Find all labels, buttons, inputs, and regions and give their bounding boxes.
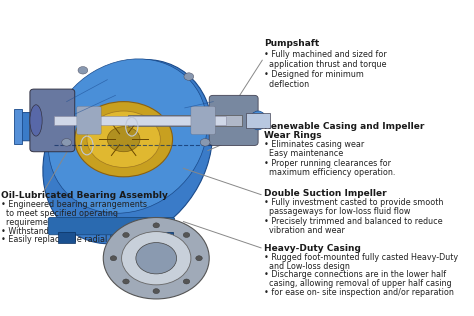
Circle shape: [75, 102, 173, 177]
Text: • Withstands the total hydraulic thrust: • Withstands the total hydraulic thrust: [1, 227, 156, 236]
Text: to meet specified operating: to meet specified operating: [1, 209, 118, 218]
Text: • Rugged foot-mounted fully casted Heavy-Duty: • Rugged foot-mounted fully casted Heavy…: [264, 253, 458, 262]
Text: • Designed for minimum: • Designed for minimum: [264, 70, 364, 79]
Text: • Easily replaceable radial bearing: • Easily replaceable radial bearing: [1, 235, 141, 244]
Text: • Precisely trimmed and balanced to reduce: • Precisely trimmed and balanced to redu…: [264, 217, 443, 226]
Text: Pumpshaft: Pumpshaft: [264, 39, 319, 48]
FancyBboxPatch shape: [48, 217, 174, 235]
FancyBboxPatch shape: [16, 112, 56, 141]
Circle shape: [136, 243, 177, 274]
Text: casing, allowing removal of upper half casing: casing, allowing removal of upper half c…: [264, 279, 452, 288]
FancyBboxPatch shape: [77, 106, 101, 135]
Text: • Engineered bearing arrangements: • Engineered bearing arrangements: [1, 200, 147, 209]
Circle shape: [107, 127, 140, 152]
Text: Renewable Casing and Impeller: Renewable Casing and Impeller: [264, 122, 425, 131]
Bar: [14, 109, 22, 144]
Text: maximum efficiency operation.: maximum efficiency operation.: [264, 168, 396, 177]
Circle shape: [123, 279, 129, 284]
Circle shape: [123, 233, 129, 238]
Bar: [246, 112, 270, 128]
Text: Double Suction Impeller: Double Suction Impeller: [264, 189, 387, 198]
Text: Heavy-Duty Casing: Heavy-Duty Casing: [264, 244, 361, 253]
Text: requirements.: requirements.: [1, 218, 63, 227]
Text: • Eliminates casing wear: • Eliminates casing wear: [264, 140, 365, 149]
Text: and Low-loss design: and Low-loss design: [264, 262, 350, 271]
Bar: [156, 232, 173, 243]
Text: • Proper running clearances for: • Proper running clearances for: [264, 159, 391, 167]
Circle shape: [183, 233, 190, 238]
Ellipse shape: [48, 59, 207, 213]
Circle shape: [87, 111, 160, 167]
Circle shape: [153, 289, 160, 294]
Text: application thrust and torque: application thrust and torque: [264, 60, 387, 69]
Bar: [58, 232, 75, 243]
Text: deflection: deflection: [264, 80, 310, 89]
Circle shape: [103, 217, 209, 299]
Text: • Fully investment casted to provide smooth: • Fully investment casted to provide smo…: [264, 198, 444, 207]
Circle shape: [184, 73, 194, 80]
Text: Wear Rings: Wear Rings: [264, 131, 322, 140]
FancyBboxPatch shape: [30, 89, 75, 152]
Text: Easy maintenance: Easy maintenance: [264, 149, 344, 158]
Text: • Fully machined and sized for: • Fully machined and sized for: [264, 50, 387, 59]
Circle shape: [196, 256, 202, 261]
Circle shape: [183, 279, 190, 284]
Text: vibration and wear: vibration and wear: [264, 226, 345, 235]
Text: • for ease on- site inspection and/or reparation: • for ease on- site inspection and/or re…: [264, 288, 454, 297]
Bar: [128, 115, 242, 126]
Ellipse shape: [250, 111, 266, 130]
Circle shape: [200, 139, 210, 146]
Circle shape: [78, 67, 88, 74]
Circle shape: [62, 139, 72, 146]
Bar: [55, 116, 226, 125]
Text: passageways for low-loss fluid flow: passageways for low-loss fluid flow: [264, 208, 410, 216]
Circle shape: [153, 223, 160, 228]
FancyBboxPatch shape: [191, 106, 215, 135]
Circle shape: [110, 256, 117, 261]
Ellipse shape: [43, 59, 212, 244]
Ellipse shape: [30, 105, 42, 136]
Text: • Discharge connections are in the lower half: • Discharge connections are in the lower…: [264, 270, 447, 279]
Circle shape: [122, 232, 191, 285]
Text: Oil-Lubricated Bearing Assembly: Oil-Lubricated Bearing Assembly: [1, 191, 168, 200]
FancyBboxPatch shape: [209, 95, 258, 145]
